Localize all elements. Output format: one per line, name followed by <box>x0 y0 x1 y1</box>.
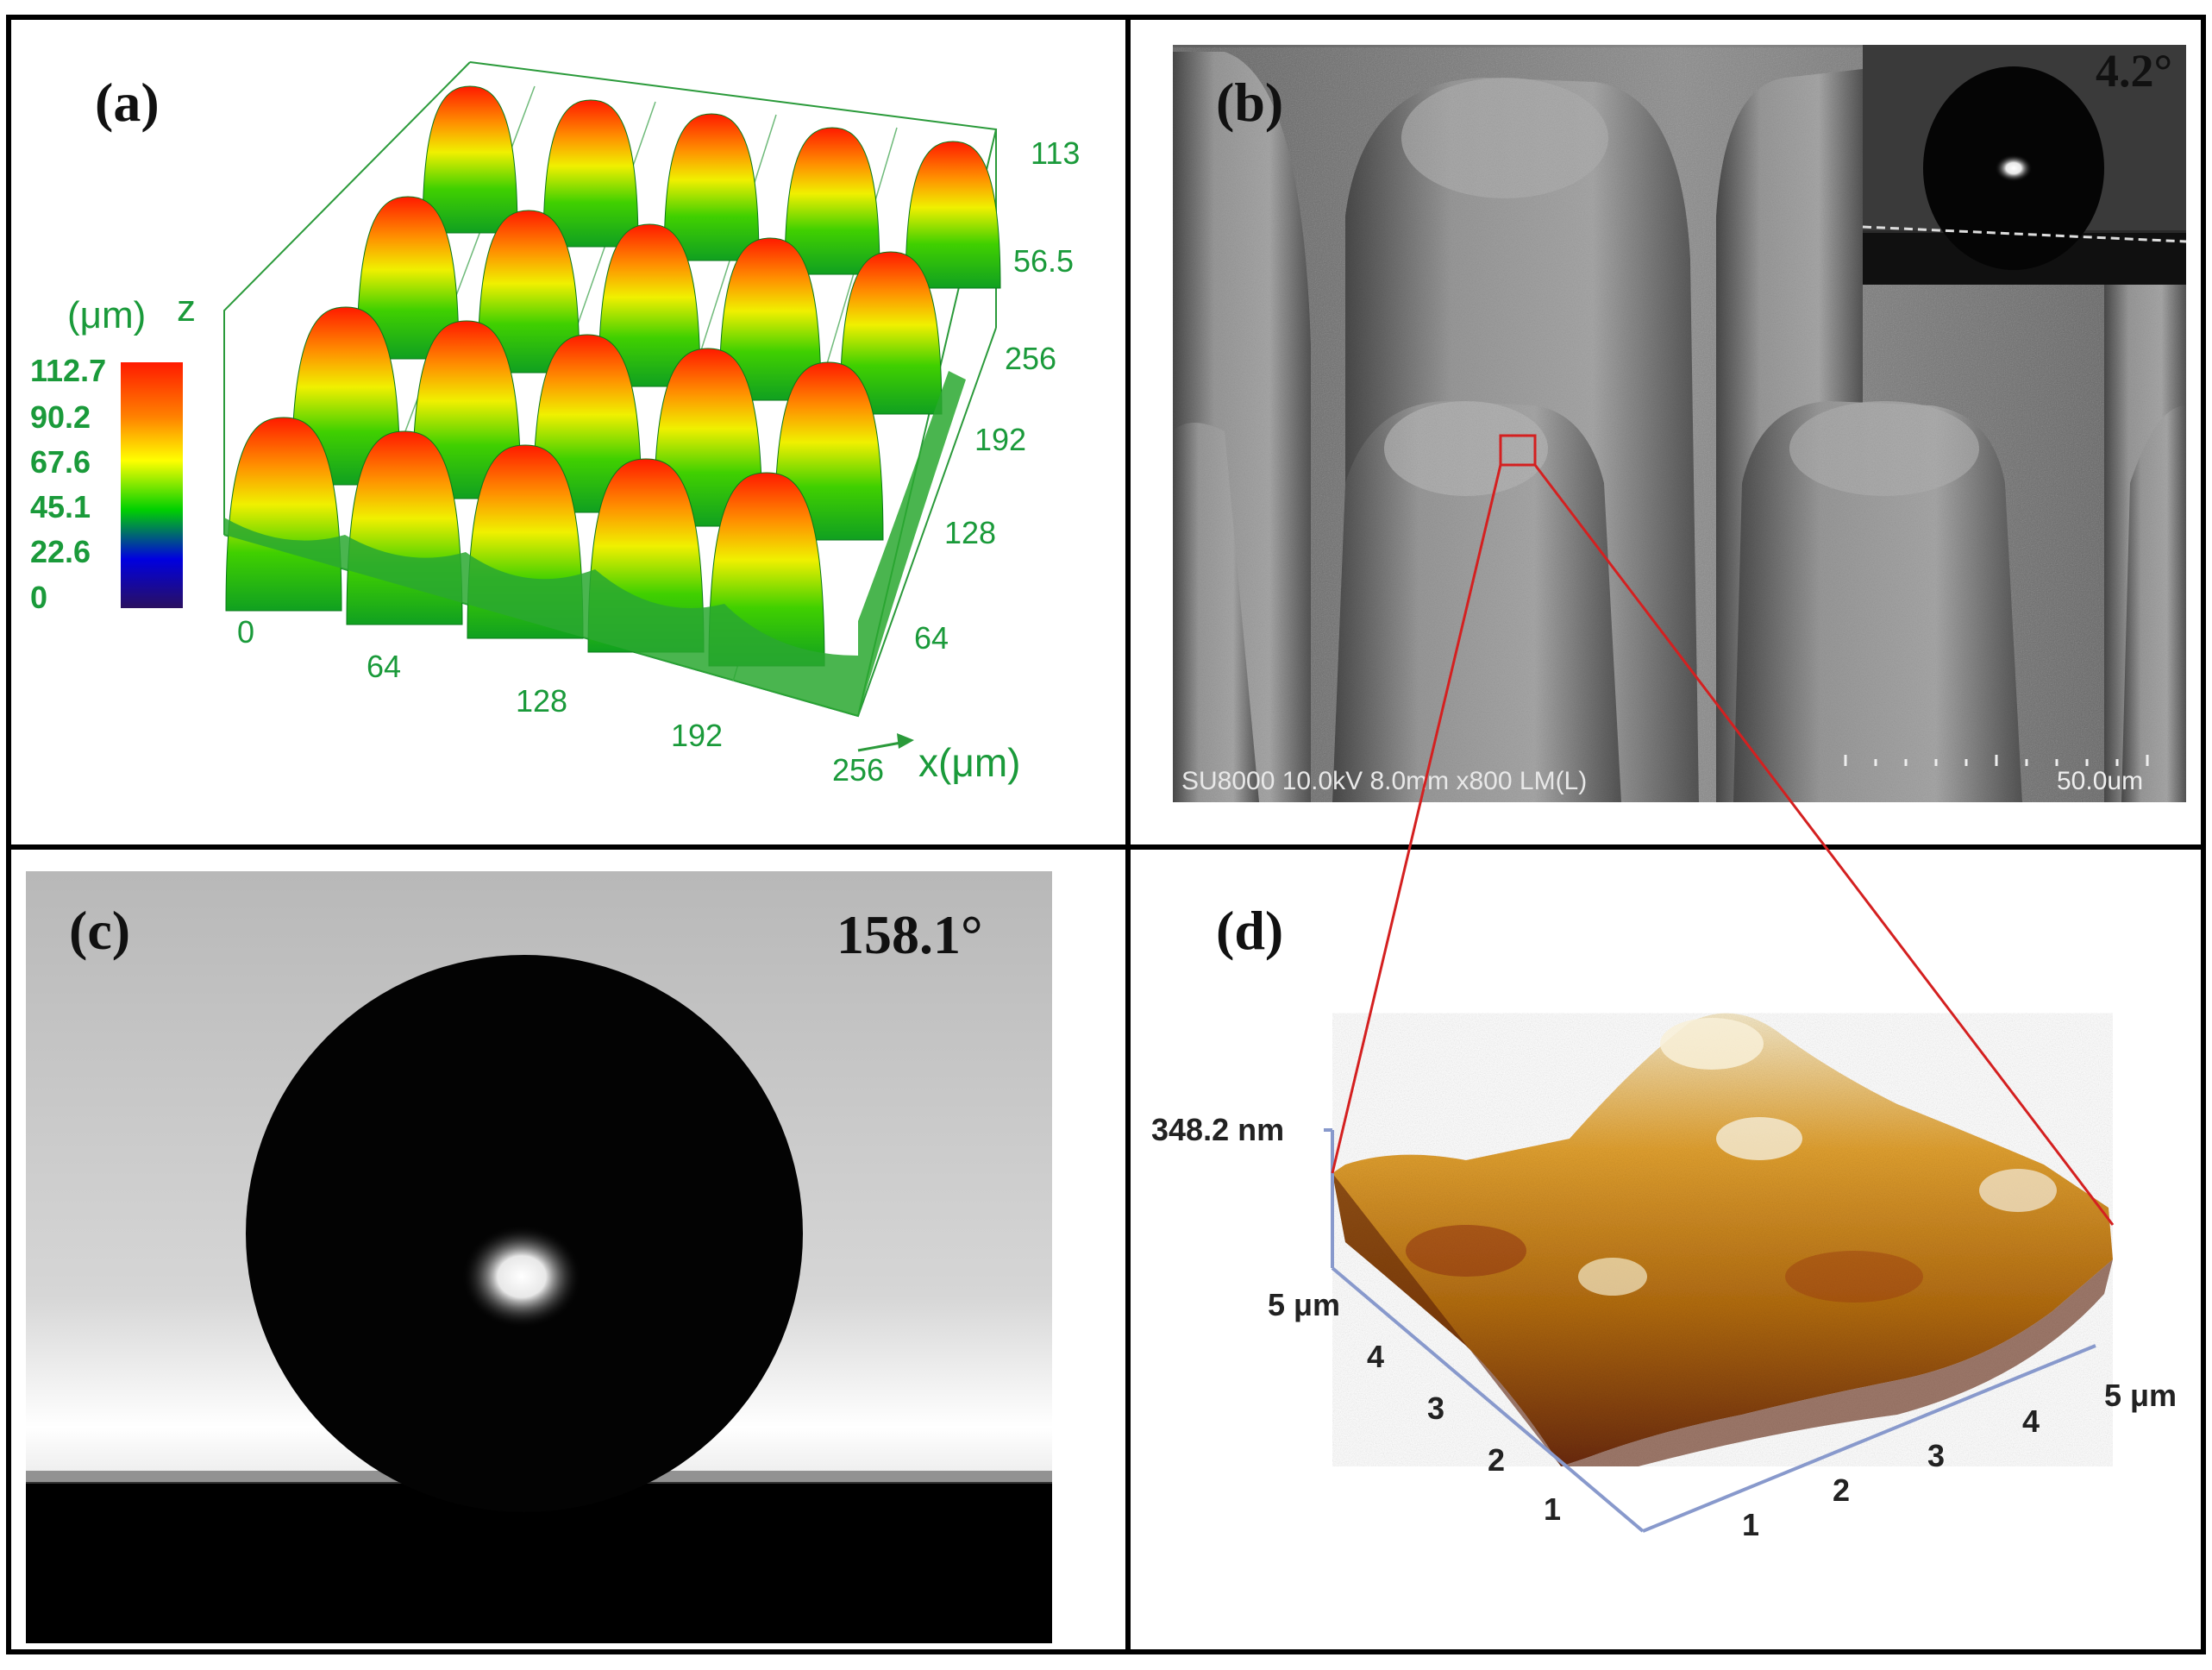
surface-bump <box>477 210 580 374</box>
y-tick: 256 <box>1005 341 1056 376</box>
panel-d-label: (d) <box>1216 900 1283 961</box>
inset-droplet: 4.2° <box>1862 45 2187 285</box>
afm-right-tick: 2 <box>1833 1472 1850 1508</box>
x-tick: 0 <box>237 614 254 650</box>
afm-height-label: 348.2 nm <box>1151 1112 1284 1147</box>
contact-angle: 158.1° <box>837 904 983 965</box>
colorbar-tick: 112.7 <box>30 353 106 388</box>
x-ticks: 0 64 128 192 256 <box>237 614 884 788</box>
z-ticks: 113 56.5 <box>1013 135 1080 279</box>
x-axis-label: x(μm) <box>918 740 1020 785</box>
sem-info: SU8000 10.0kV 8.0mm x800 LM(L) <box>1181 767 1587 795</box>
surface-bump <box>422 85 518 234</box>
panel-a-label: (a) <box>95 72 160 133</box>
colorbar-tick: 67.6 <box>30 444 91 480</box>
colorbar-tick: 22.6 <box>30 534 91 569</box>
surface-bump <box>839 251 943 415</box>
afm-right-ticks: 1 2 3 4 5 μm <box>1742 1378 2177 1542</box>
afm-left-ticks: 1 2 3 4 5 μm <box>1268 1287 1561 1527</box>
colorbar <box>121 362 183 608</box>
x-tick: 64 <box>367 649 401 684</box>
scale-bar <box>1844 755 2149 766</box>
afm-right-tick: 1 <box>1742 1507 1759 1542</box>
afm-surface <box>1332 1013 2113 1466</box>
zoom-connectors <box>1331 464 2115 1226</box>
colorbar-tick: 0 <box>30 580 47 615</box>
x-axis-arrow <box>857 733 914 752</box>
colorbar-tick: 90.2 <box>30 399 91 435</box>
panel-a: (a) (μm) z 112.7 90.2 67.6 45.1 22.6 0 <box>30 61 1080 788</box>
afm-left-tick: 1 <box>1544 1491 1561 1527</box>
y-tick: 192 <box>974 422 1026 457</box>
colorbar-title: (μm) <box>67 294 146 336</box>
panel-b: SU8000 10.0kV 8.0mm x800 LM(L) 50.0um (b… <box>1173 45 2187 802</box>
afm-left-end: 5 μm <box>1268 1287 1340 1322</box>
inset-angle: 4.2° <box>2096 45 2172 97</box>
surface-bump <box>663 113 760 261</box>
x-tick: 128 <box>516 683 567 719</box>
colorbar-tick: 45.1 <box>30 489 91 524</box>
surface-bump <box>905 141 1001 289</box>
colorbar-ticks: 112.7 90.2 67.6 45.1 22.6 0 <box>30 353 106 615</box>
y-tick: 128 <box>944 515 996 550</box>
figure-grid <box>6 15 2206 1654</box>
z-tick: 56.5 <box>1013 243 1074 279</box>
x-tick: 192 <box>671 718 723 753</box>
y-tick: 64 <box>914 620 949 656</box>
y-ticks: 64 128 192 256 <box>914 341 1056 656</box>
z-tick: 113 <box>1031 135 1080 171</box>
surface-bumps <box>224 85 1001 716</box>
panel-d: (d) 348.2 nm 1 2 3 4 5 μm 1 <box>1151 900 2177 1542</box>
surface-bump <box>718 237 822 401</box>
afm-left-tick: 4 <box>1367 1339 1384 1374</box>
surface-bump <box>356 196 460 360</box>
x-tick: 256 <box>832 752 884 788</box>
afm-axes <box>1324 1128 2096 1533</box>
surface-bump <box>542 99 639 248</box>
zoom-box <box>1499 434 1537 467</box>
surface-bump <box>598 223 701 387</box>
surface-bump <box>784 127 880 275</box>
panel-c: (c) 158.1° <box>26 871 1052 1643</box>
panel-b-label: (b) <box>1216 72 1283 133</box>
afm-right-end: 5 μm <box>2104 1378 2177 1413</box>
scale-label: 50.0um <box>2057 767 2143 795</box>
afm-left-tick: 2 <box>1488 1442 1505 1478</box>
afm-right-tick: 3 <box>1927 1438 1945 1473</box>
surface-bump <box>225 417 342 612</box>
panel-c-label: (c) <box>69 900 130 961</box>
afm-left-tick: 3 <box>1427 1391 1444 1426</box>
afm-right-tick: 4 <box>2022 1403 2040 1439</box>
droplet-highlight <box>461 1225 582 1328</box>
z-axis-label: z <box>177 287 196 330</box>
